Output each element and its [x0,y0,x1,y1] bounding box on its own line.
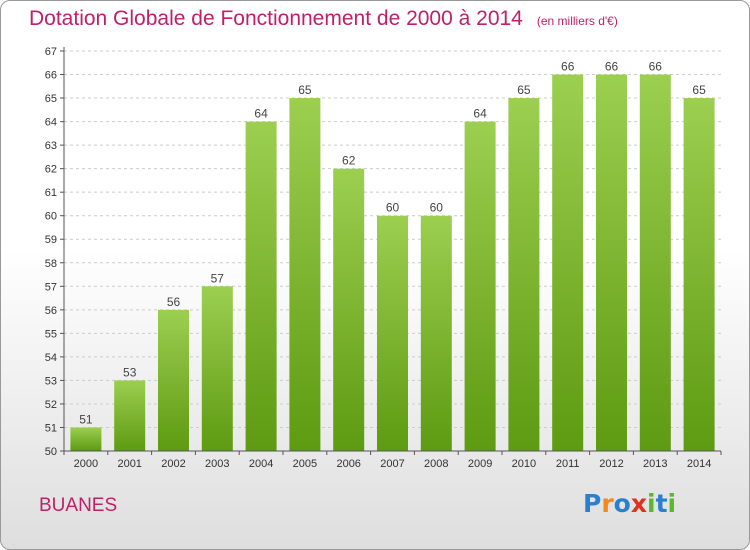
bar [158,309,189,451]
chart-title: Dotation Globale de Fonctionnement de 20… [29,7,618,31]
y-tick-label: 55 [45,328,57,340]
x-tick-label: 2012 [599,458,623,470]
data-label: 51 [79,412,93,426]
bar [639,74,671,451]
bar [683,98,715,451]
data-label: 65 [298,83,312,97]
y-tick-label: 60 [45,211,57,223]
data-label: 60 [430,201,444,215]
logo-letter: o [613,489,631,518]
bars: 51 53 56 57 64 65 62 60 60 64 65 66 66 66 65 [70,60,715,452]
x-tick-label: 2008 [424,458,448,470]
y-tick-label: 50 [45,446,57,458]
data-label: 64 [254,107,268,121]
data-label: 60 [386,201,400,215]
x-tick-label: 2004 [249,458,273,470]
data-label: 62 [342,154,356,168]
y-tick-label: 62 [45,164,57,176]
y-tick-label: 51 [45,422,57,434]
y-tick-label: 61 [45,187,57,199]
logo-letter: x [630,489,647,518]
y-tick-label: 56 [45,305,57,317]
x-tick-label: 2000 [74,458,98,470]
bar [245,121,277,452]
x-tick-label: 2005 [293,458,317,470]
bar [508,98,540,451]
data-label: 66 [649,60,663,74]
data-label: 64 [473,107,487,121]
y-tick-label: 59 [45,234,57,246]
y-tick-label: 54 [45,352,57,364]
bar [552,74,584,451]
y-tick-label: 65 [45,93,57,105]
y-tick-label: 58 [45,258,57,270]
x-tick-label: 2002 [161,458,185,470]
x-tick-label: 2007 [380,458,404,470]
bar [201,286,233,451]
data-label: 65 [517,83,531,97]
bar [377,215,408,451]
x-tick-label: 2009 [468,458,492,470]
bar [464,121,496,452]
logo-letter: P [583,489,602,518]
bar [333,168,365,451]
x-tick-label: 2010 [512,458,536,470]
chart-title-text: Dotation Globale de Fonctionnement de 20… [29,7,523,30]
place-name: BUANES [39,495,118,516]
axes: 50 51 52 53 54 55 56 57 58 59 60 61 62 63 64 65 66 67 2000… [45,46,722,470]
logo-letter: r [601,489,614,518]
bar [289,98,321,451]
data-label: 56 [167,295,181,309]
bar [70,427,102,451]
x-tick-label: 2013 [643,458,667,470]
logo-letter: t [655,489,668,518]
x-tick-label: 2003 [205,458,229,470]
logo-letter: i [647,489,656,518]
bar [114,380,146,451]
unit-note: (en milliers d'€) [536,14,618,28]
data-label: 57 [211,271,225,285]
bar [420,215,452,451]
y-tick-label: 64 [45,117,57,129]
logo-letter: i [667,489,677,518]
y-tick-label: 66 [45,70,57,82]
y-tick-label: 63 [45,140,57,152]
data-label: 66 [561,60,575,74]
proxiti-logo: Proxiti [583,489,676,518]
y-tick-label: 67 [45,46,57,58]
data-label: 66 [605,60,619,74]
bar [596,74,627,451]
x-tick-label: 2014 [687,458,711,470]
y-tick-label: 52 [45,399,57,411]
x-tick-label: 2001 [117,458,141,470]
y-tick-label: 53 [45,375,57,387]
x-tick-label: 2011 [556,458,580,470]
x-tick-label: 2006 [336,458,360,470]
data-label: 65 [692,83,706,97]
y-tick-label: 57 [45,281,57,293]
data-label: 53 [123,365,137,379]
